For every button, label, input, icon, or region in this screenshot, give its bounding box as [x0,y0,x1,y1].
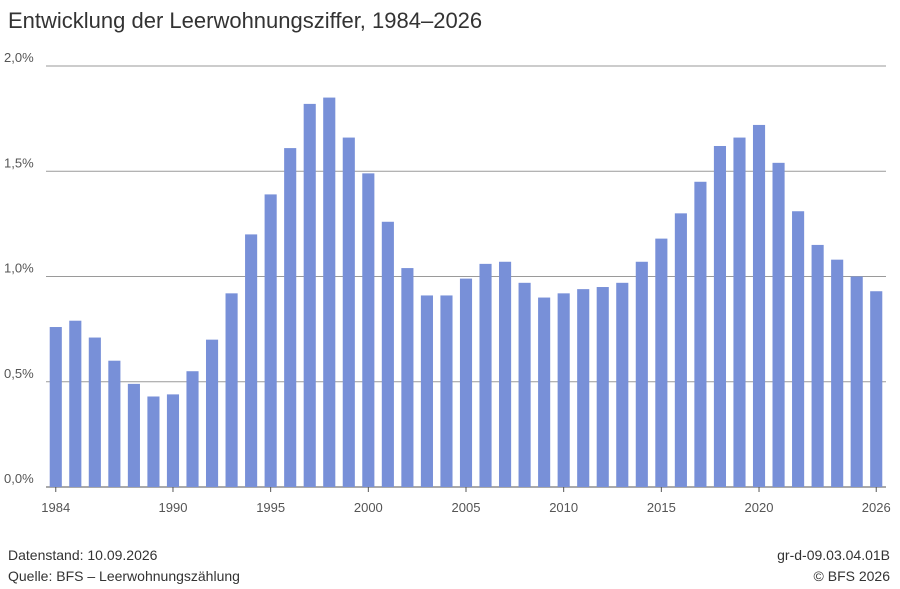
bar [577,289,590,487]
data-date: Datenstand: 10.09.2026 [8,547,158,563]
x-tick-label: 1990 [159,500,188,515]
bar [186,371,199,487]
bar [616,282,629,487]
bar [147,396,160,487]
bar [362,173,375,488]
x-tick-label: 2005 [452,500,481,515]
bar [538,297,551,487]
bar [440,295,453,487]
x-tick-label: 2020 [745,500,774,515]
bar [88,337,101,487]
x-tick-label: 2000 [354,500,383,515]
bar [225,293,238,487]
bar [381,221,394,487]
bar [811,244,824,487]
x-tick-label: 2015 [647,500,676,515]
bar [635,261,648,487]
y-tick-label: 1,5% [4,155,34,170]
bar [655,238,668,487]
x-tick-label: 1984 [41,500,70,515]
bar [303,103,316,487]
copyright: © BFS 2026 [813,568,890,584]
bar [870,291,883,487]
bar [245,234,258,487]
bar [323,97,336,487]
bar [596,287,609,487]
y-tick-label: 0,0% [4,471,34,486]
bar [127,383,140,487]
x-tick-label: 2010 [549,500,578,515]
bar [694,181,707,487]
footer-right: gr-d-09.03.04.01B © BFS 2026 [777,545,890,587]
bar [401,268,414,487]
y-tick-label: 2,0% [4,50,34,65]
bar [420,295,433,487]
footer-left: Datenstand: 10.09.2026 Quelle: BFS – Lee… [8,545,240,587]
bar [459,278,473,487]
y-tick-label: 0,5% [4,366,34,381]
bar [284,148,297,487]
x-tick-label: 1995 [256,500,285,515]
bar [205,339,219,487]
bar [479,263,492,487]
bar [69,320,82,487]
y-tick-label: 1,0% [4,261,34,276]
chart-title: Entwicklung der Leerwohnungsziffer, 1984… [8,8,483,33]
bar [772,162,785,487]
bar [752,124,766,487]
bar [108,360,121,487]
bar [557,293,570,487]
bar [264,194,277,487]
bar [49,327,62,487]
bar [499,261,512,487]
bar [733,137,746,487]
bar [518,282,531,487]
bar [342,137,355,487]
x-tick-label: 2026 [862,500,891,515]
bar [713,145,727,488]
bar [674,213,687,487]
bar [166,394,180,487]
bar [831,259,844,487]
bar [792,211,805,487]
graphic-code: gr-d-09.03.04.01B [777,547,890,563]
data-source: Quelle: BFS – Leerwohnungszählung [8,568,240,584]
bar [850,276,863,487]
